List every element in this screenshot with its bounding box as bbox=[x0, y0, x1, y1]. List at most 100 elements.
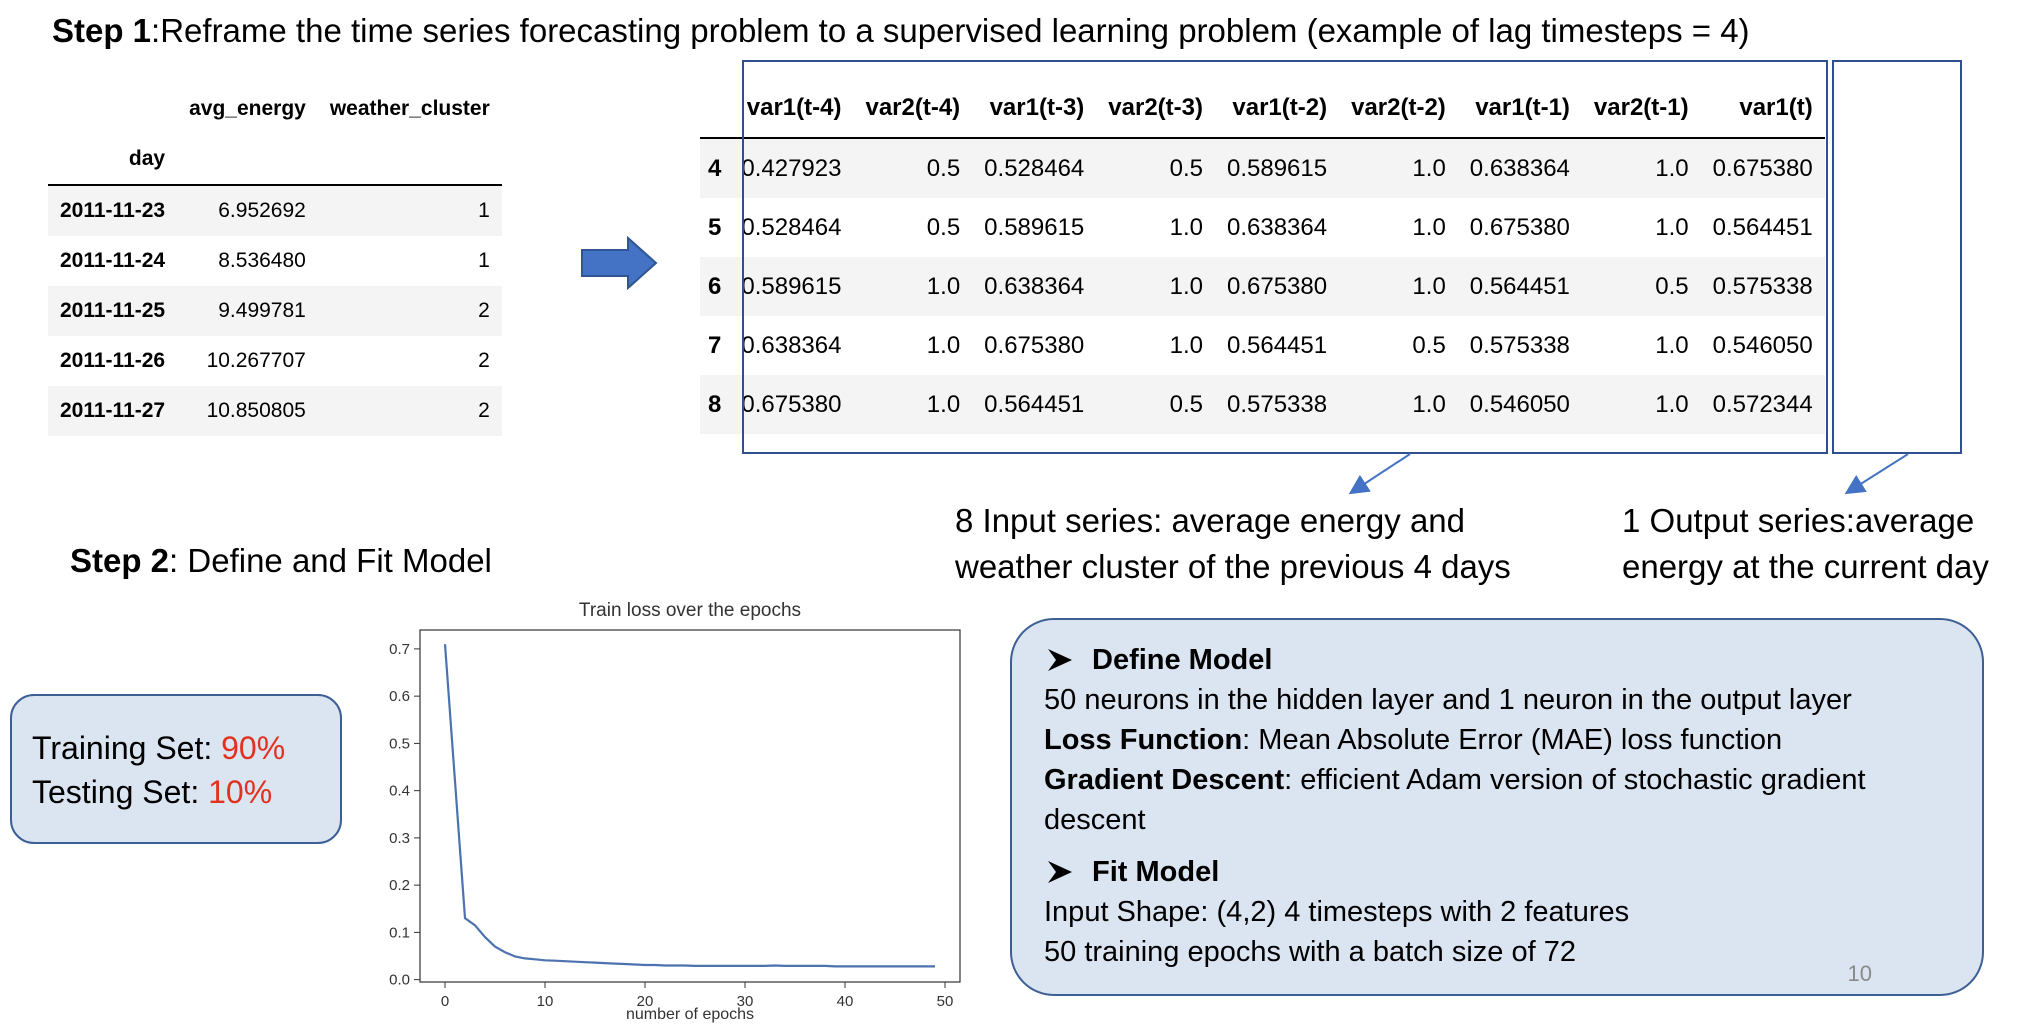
cell: 0.575338 bbox=[1469, 331, 1570, 359]
train-test-split-box: Training Set: 90% Testing Set: 10% bbox=[10, 694, 342, 844]
table-row: 8 0.675380 1.0 0.564451 0.5 0.575338 1.0… bbox=[700, 375, 1825, 434]
output-pointer-arrow-icon bbox=[1844, 453, 1909, 495]
col-header: var2(t-3) bbox=[1096, 78, 1215, 139]
cell: 0.427923 bbox=[741, 154, 842, 182]
cell: 0.5 bbox=[1412, 331, 1446, 359]
define-model-heading: Define Model bbox=[1044, 640, 1982, 680]
cell: 0.546050 bbox=[1712, 331, 1813, 359]
cell: 0.675380 bbox=[1469, 213, 1570, 241]
cell: 1.0 bbox=[1169, 213, 1203, 241]
row-index: 6 bbox=[708, 272, 722, 300]
source-header-row: avg_energy weather_cluster bbox=[48, 84, 502, 134]
source-table: avg_energy weather_cluster day 2011-11-2… bbox=[48, 84, 502, 436]
cell: 0.564451 bbox=[984, 390, 1085, 418]
y-tick-label: 0.7 bbox=[389, 641, 410, 658]
row-avg-energy: 8.536480 bbox=[218, 249, 306, 272]
train-loss-chart: 0 10 20 30 40 50 0.0 0.1 0.2 0.3 0.4 0.5 0.6 0.7 bbox=[389, 629, 961, 1010]
table-row: 2011-11-24 8.536480 1 bbox=[48, 236, 502, 286]
training-set-line: Training Set: 90% bbox=[32, 726, 340, 770]
cell: 0.528464 bbox=[741, 213, 842, 241]
y-tick-label: 0.5 bbox=[389, 735, 410, 752]
table-row: 4 0.427923 0.5 0.528464 0.5 0.589615 1.0… bbox=[700, 138, 1825, 198]
col-header: var1(t-2) bbox=[1214, 78, 1340, 139]
loss-series-line bbox=[443, 644, 935, 968]
row-weather-cluster: 1 bbox=[478, 249, 490, 272]
y-tick-label: 0.0 bbox=[389, 972, 410, 989]
cell: 0.564451 bbox=[1712, 213, 1813, 241]
pointer-lines bbox=[1348, 453, 1909, 495]
gradient-descent-label: Gradient Descent bbox=[1044, 764, 1285, 796]
row-avg-energy: 10.850805 bbox=[206, 399, 306, 422]
cell: 0.589615 bbox=[1226, 154, 1328, 182]
y-tick-label: 0.6 bbox=[389, 688, 410, 705]
x-tick-label: 40 bbox=[837, 993, 854, 1010]
gradient-descent-line2: descent bbox=[1044, 804, 1146, 836]
define-model-title: Define Model bbox=[1092, 644, 1273, 676]
loss-function-line: Loss Function: Mean Absolute Error (MAE)… bbox=[1044, 720, 1982, 760]
source-col-avg-energy: avg_energy bbox=[189, 97, 306, 120]
source-index-row: day bbox=[48, 134, 502, 186]
cell: 0.675380 bbox=[1226, 272, 1328, 300]
input-series-note: 8 Input series: average energy and weath… bbox=[955, 498, 1511, 590]
cell: 0.675380 bbox=[984, 331, 1085, 359]
training-set-value: 90% bbox=[221, 730, 286, 766]
cell: 0.564451 bbox=[1469, 272, 1570, 300]
input-columns-outline bbox=[742, 60, 1828, 454]
row-index: 8 bbox=[708, 390, 722, 418]
cell: 0.528464 bbox=[984, 154, 1085, 182]
testing-set-value: 10% bbox=[208, 774, 273, 810]
row-avg-energy: 9.499781 bbox=[218, 299, 306, 322]
cell: 0.546050 bbox=[1469, 390, 1570, 418]
row-index: 4 bbox=[708, 154, 722, 182]
supervised-header-row: var1(t-4) var2(t-4) var1(t-3) var2(t-3) … bbox=[700, 78, 1825, 139]
col-header: var2(t-4) bbox=[853, 78, 973, 139]
step2-text: : Define and Fit Model bbox=[169, 542, 492, 579]
cell: 0.5 bbox=[1169, 390, 1203, 418]
page-number: 10 bbox=[1847, 961, 1872, 986]
cell: 0.638364 bbox=[1469, 154, 1570, 182]
row-index: 5 bbox=[708, 213, 722, 241]
col-header: var1(t) bbox=[1700, 78, 1825, 139]
cell: 1.0 bbox=[1655, 331, 1689, 359]
cell: 0.5 bbox=[926, 154, 961, 182]
cell: 1.0 bbox=[926, 390, 961, 418]
step1-title: Step 1:Reframe the time series forecasti… bbox=[52, 12, 1750, 50]
table-row: 7 0.638364 1.0 0.675380 1.0 0.564451 0.5… bbox=[700, 316, 1825, 375]
input-pointer-arrow-icon bbox=[1348, 453, 1411, 495]
row-day: 2011-11-26 bbox=[60, 349, 166, 372]
y-tick-label: 0.3 bbox=[389, 830, 410, 847]
right-arrow-icon bbox=[581, 236, 658, 290]
row-avg-energy: 6.952692 bbox=[218, 199, 306, 222]
fit-model-line1: Input Shape: (4,2) 4 timesteps with 2 fe… bbox=[1044, 896, 1630, 928]
fit-model-title: Fit Model bbox=[1092, 856, 1220, 888]
row-weather-cluster: 2 bbox=[478, 399, 490, 422]
chart-x-axis-label: number of epochs bbox=[625, 1006, 755, 1023]
table-row: 6 0.589615 1.0 0.638364 1.0 0.675380 1.0… bbox=[700, 257, 1825, 316]
cell: 0.638364 bbox=[741, 331, 842, 359]
y-tick-label: 0.2 bbox=[389, 877, 410, 894]
loss-function-text: : Mean Absolute Error (MAE) loss functio… bbox=[1242, 724, 1783, 756]
plot-area-frame bbox=[419, 629, 961, 983]
cell: 0.572344 bbox=[1712, 390, 1813, 418]
x-tick-label: 0 bbox=[441, 993, 449, 1010]
input-note-line1: 8 Input series: average energy and bbox=[955, 502, 1466, 539]
cell: 0.5 bbox=[926, 213, 961, 241]
output-note-line1: 1 Output series:average bbox=[1622, 502, 1975, 539]
cell: 0.638364 bbox=[984, 272, 1085, 300]
output-series-note: 1 Output series:average energy at the cu… bbox=[1622, 498, 1989, 590]
gradient-descent-text: : efficient Adam version of stochastic g… bbox=[1284, 764, 1866, 796]
y-tick-label: 0.1 bbox=[389, 924, 410, 941]
row-day: 2011-11-27 bbox=[60, 399, 166, 422]
step1-label: Step 1 bbox=[52, 12, 152, 49]
table-row: 2011-11-27 10.850805 2 bbox=[48, 386, 502, 436]
source-index-name: day bbox=[48, 134, 178, 186]
cell: 0.575338 bbox=[1712, 272, 1813, 300]
row-index: 7 bbox=[708, 331, 722, 359]
loss-function-label: Loss Function bbox=[1044, 724, 1243, 756]
training-set-label: Training Set: bbox=[32, 730, 222, 766]
cell: 1.0 bbox=[1655, 213, 1689, 241]
cell: 1.0 bbox=[1169, 331, 1203, 359]
table-row: 2011-11-23 6.952692 1 bbox=[48, 185, 502, 236]
fit-model-heading: Fit Model bbox=[1044, 852, 1982, 892]
x-tick-label: 10 bbox=[537, 993, 554, 1010]
